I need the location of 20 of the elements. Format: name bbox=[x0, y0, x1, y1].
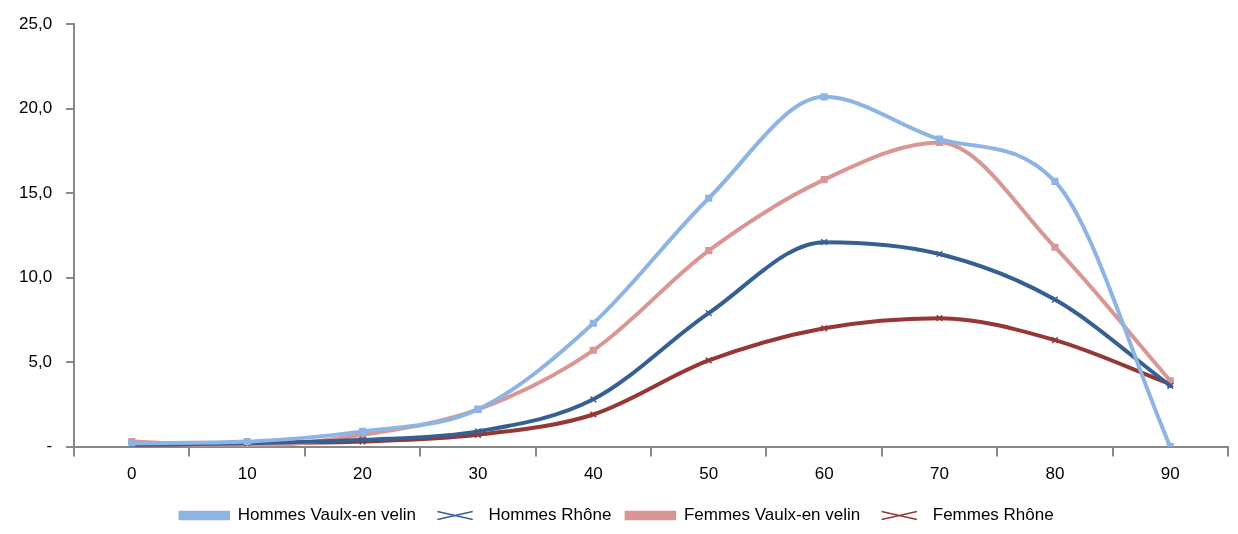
y-tick-label: 25,0 bbox=[18, 13, 53, 33]
x-tick-label: 70 bbox=[930, 464, 949, 484]
legend-label: Hommes Vaulx-en velin bbox=[237, 505, 417, 525]
legend-label: Hommes Rhône bbox=[488, 505, 612, 525]
x-tick-label: 30 bbox=[468, 464, 488, 484]
x-tick-label: 50 bbox=[699, 464, 719, 484]
x-tick-label: 20 bbox=[353, 464, 373, 484]
y-tick-label: 20,0 bbox=[18, 98, 53, 118]
x-tick-label: 60 bbox=[814, 464, 834, 484]
legend-label: Femmes Rhône bbox=[932, 505, 1054, 525]
y-tick-label: 10,0 bbox=[18, 267, 53, 287]
y-tick-label: 5,0 bbox=[28, 351, 53, 371]
x-tick-label: 10 bbox=[237, 464, 257, 484]
x-tick-label: 40 bbox=[583, 464, 603, 484]
x-tick-label: 90 bbox=[1160, 464, 1180, 484]
x-tick-label: 80 bbox=[1045, 464, 1065, 484]
x-tick-label: 0 bbox=[127, 464, 137, 484]
legend-label: Femmes Vaulx-en velin bbox=[683, 505, 861, 525]
y-tick-label: - bbox=[46, 436, 53, 456]
y-tick-label: 15,0 bbox=[18, 182, 53, 202]
